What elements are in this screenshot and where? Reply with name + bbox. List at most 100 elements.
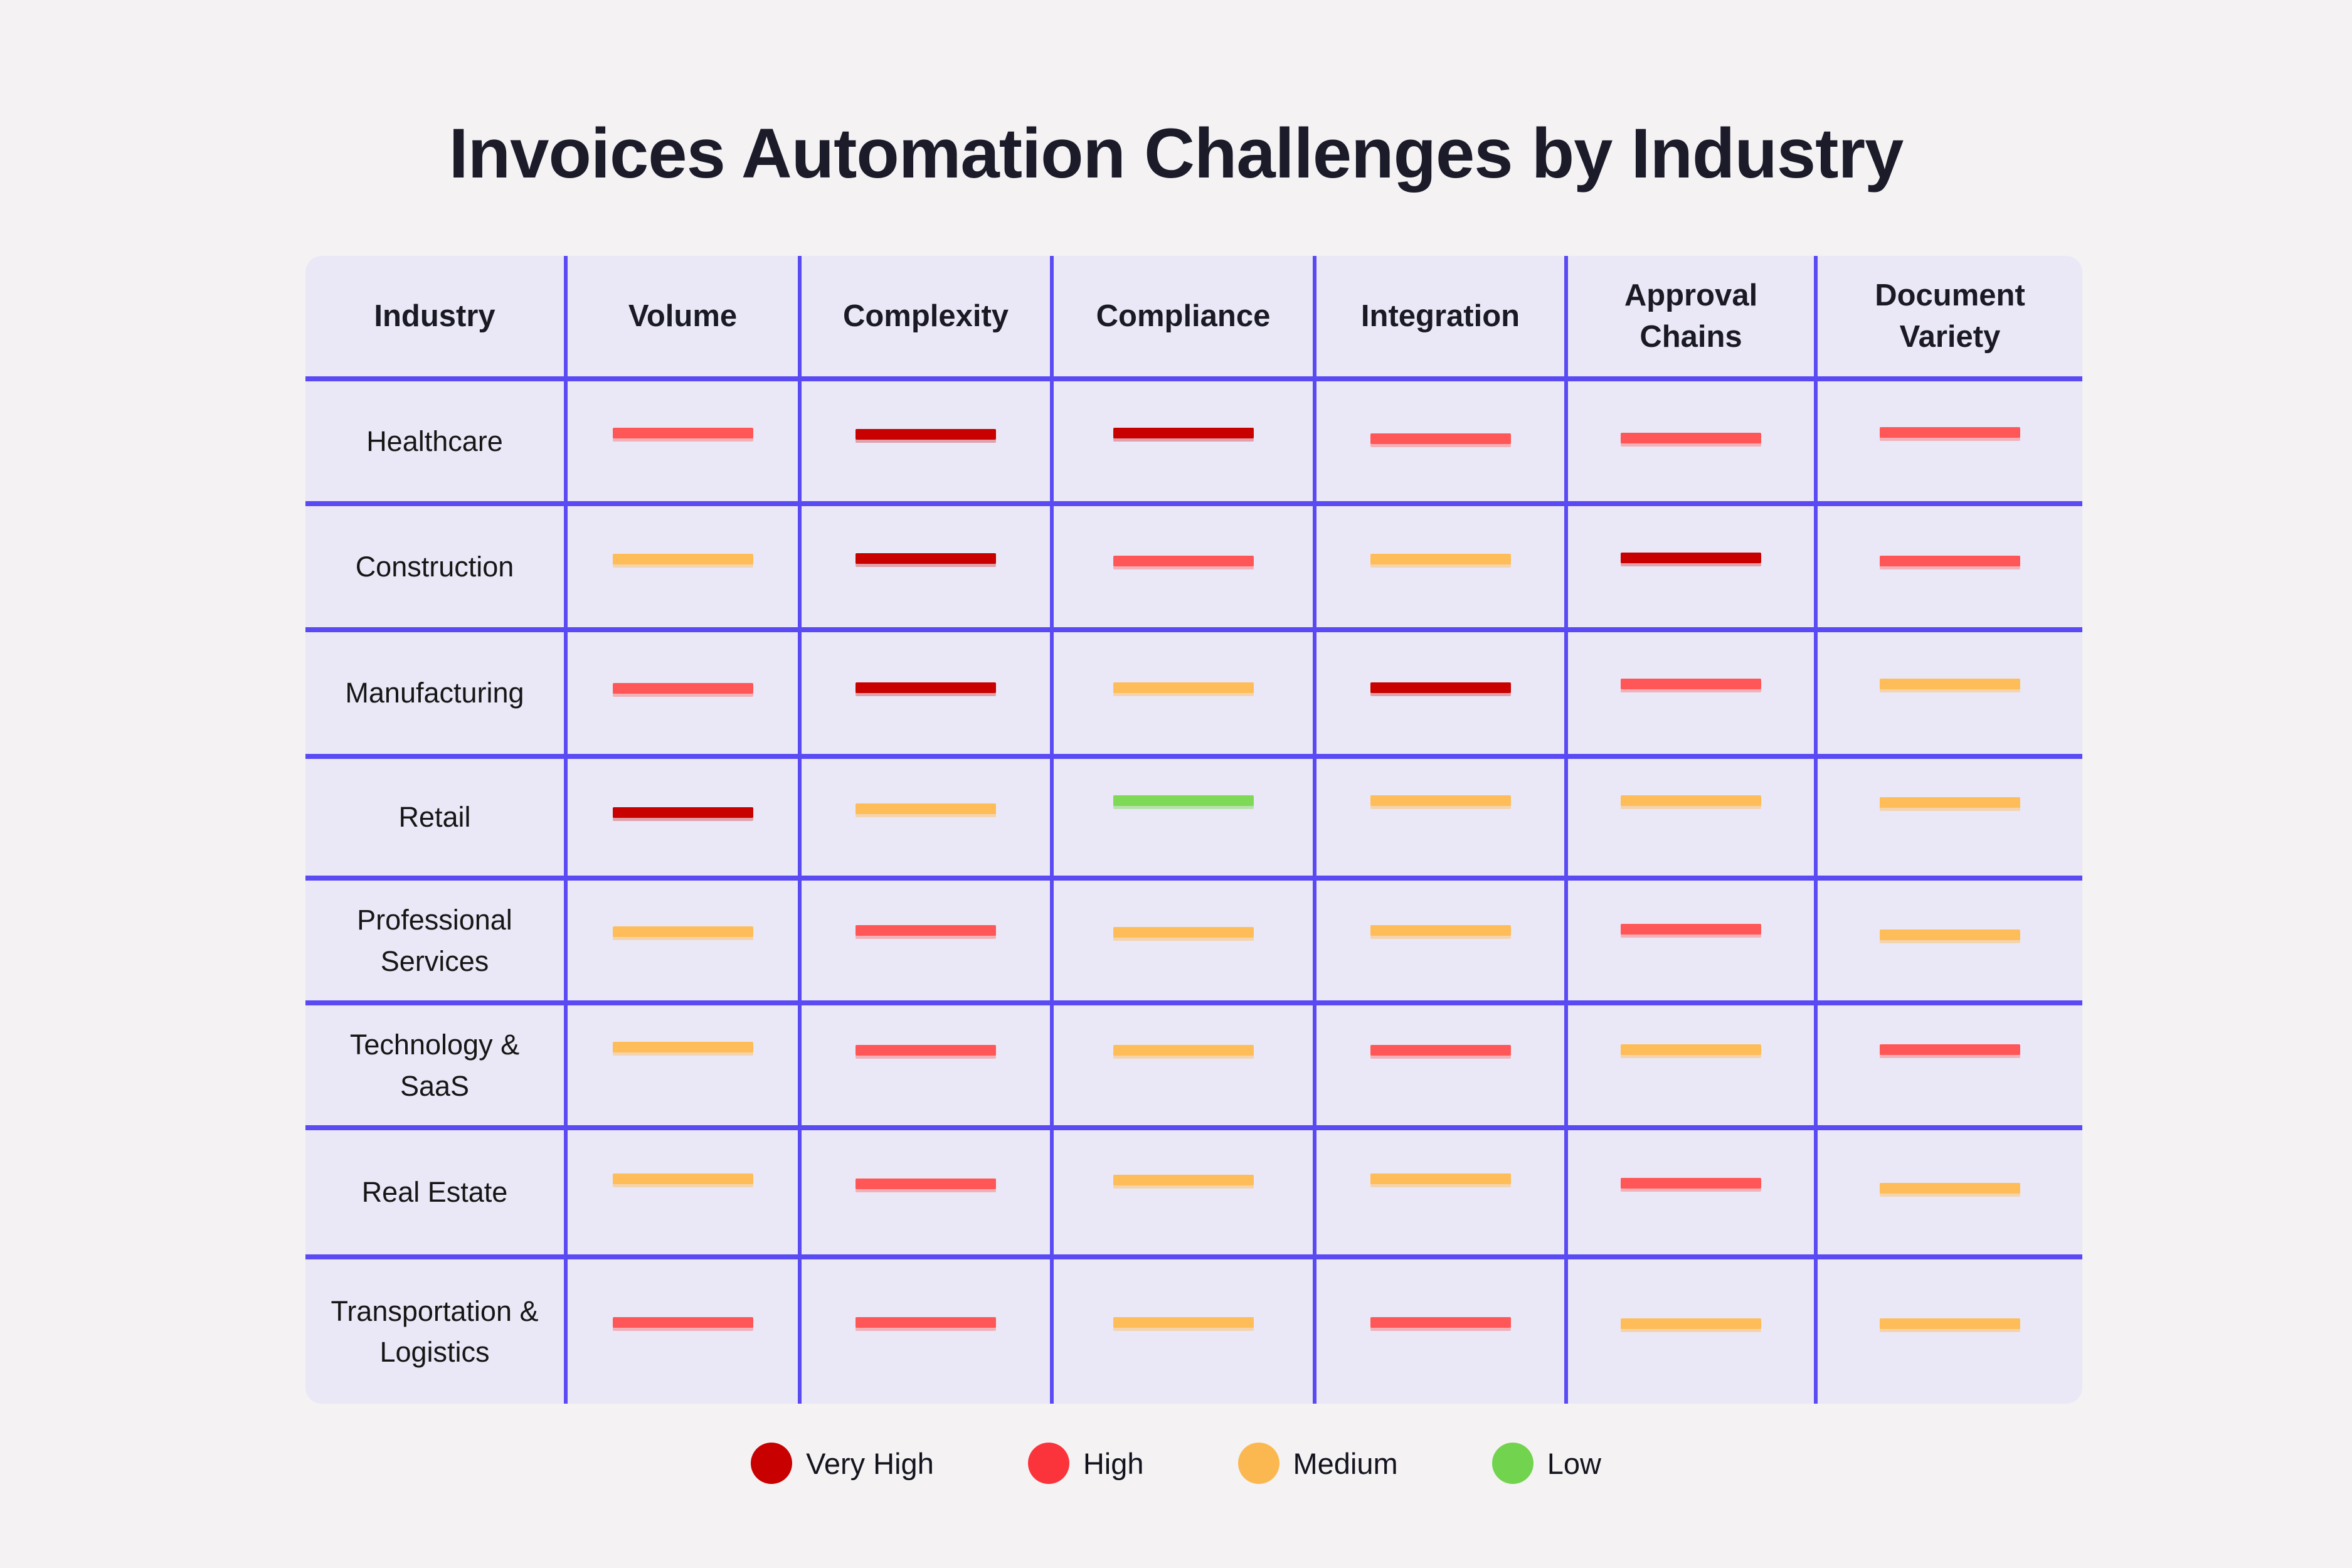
level-dash-very_high: [1113, 428, 1254, 438]
level-cell: [568, 1130, 802, 1259]
legend-label: Very High: [806, 1446, 934, 1480]
level-dash-medium: [1370, 925, 1511, 936]
industry-label-text: Transportation & Logistics: [331, 1295, 539, 1368]
industry-label: Construction: [305, 506, 568, 632]
level-dash-high: [1621, 924, 1761, 935]
legend-dot-icon: [1237, 1443, 1279, 1484]
column-header-compliance: Compliance: [1054, 256, 1316, 381]
level-cell: [1316, 1005, 1568, 1130]
level-cell: [802, 1005, 1054, 1130]
level-dash-high: [1880, 427, 2020, 438]
level-cell: [568, 881, 802, 1005]
level-cell: [1316, 1130, 1568, 1259]
column-header-label: Document Variety: [1875, 278, 2025, 354]
level-cell: [1568, 381, 1818, 506]
column-header-volume: Volume: [568, 256, 802, 381]
industry-label: Real Estate: [305, 1130, 568, 1259]
level-dash-medium: [1113, 1316, 1254, 1328]
legend-item: Low: [1491, 1443, 1601, 1484]
level-cell: [1054, 759, 1316, 881]
legend-item: Medium: [1237, 1443, 1398, 1484]
level-dash-very_high: [856, 553, 996, 564]
column-header-label: Approval Chains: [1624, 278, 1758, 354]
level-cell: [1818, 1005, 2082, 1130]
level-cell: [568, 506, 802, 632]
level-cell: [802, 381, 1054, 506]
column-header-label: Industry: [374, 299, 495, 333]
industry-label-text: Construction: [355, 550, 514, 583]
level-dash-medium: [1370, 554, 1511, 564]
column-header-label: Integration: [1360, 299, 1520, 333]
industry-label-text: Technology & SaaS: [349, 1029, 520, 1102]
challenges-table: Industry Volume Complexity Compliance Integr…: [305, 256, 2082, 1404]
level-dash-medium: [612, 554, 753, 564]
level-dash-medium: [1113, 1174, 1254, 1185]
industry-label: Manufacturing: [305, 632, 568, 759]
level-cell: [1054, 506, 1316, 632]
level-dash-high: [1621, 433, 1761, 443]
level-dash-medium: [612, 1173, 753, 1184]
legend-item: High: [1027, 1443, 1144, 1484]
level-cell: [1054, 1130, 1316, 1259]
level-cell: [568, 1259, 802, 1404]
column-header-label: Complexity: [842, 299, 1009, 333]
level-cell: [1054, 1005, 1316, 1130]
level-dash-medium: [1113, 1045, 1254, 1056]
column-header-industry: Industry: [305, 256, 568, 381]
level-dash-very_high: [856, 429, 996, 440]
level-dash-low: [1113, 795, 1254, 806]
level-cell: [1316, 759, 1568, 881]
level-dash-medium: [1880, 797, 2020, 808]
level-cell: [1568, 506, 1818, 632]
level-cell: [1818, 632, 2082, 759]
level-dash-high: [856, 925, 996, 936]
level-cell: [1316, 632, 1568, 759]
level-dash-high: [856, 1316, 996, 1328]
page-title: Invoices Automation Challenges by Indust…: [448, 114, 1904, 193]
legend-label: Low: [1547, 1446, 1601, 1480]
level-dash-high: [1621, 678, 1761, 689]
level-cell: [1818, 1130, 2082, 1259]
legend-dot-icon: [1491, 1443, 1534, 1484]
level-dash-high: [856, 1045, 996, 1056]
legend-label: High: [1083, 1446, 1144, 1480]
level-dash-high: [1880, 556, 2020, 566]
level-cell: [1054, 881, 1316, 1005]
level-cell: [802, 506, 1054, 632]
legend-label: Medium: [1293, 1446, 1398, 1480]
level-dash-medium: [1621, 1318, 1761, 1329]
level-dash-very_high: [856, 682, 996, 693]
level-cell: [802, 759, 1054, 881]
level-dash-medium: [1880, 1182, 2020, 1194]
legend-dot-icon: [751, 1443, 793, 1484]
level-dash-medium: [1113, 682, 1254, 693]
level-dash-very_high: [612, 807, 753, 818]
level-cell: [802, 881, 1054, 1005]
legend-dot-icon: [1027, 1443, 1069, 1484]
industry-label: Transportation & Logistics: [305, 1259, 568, 1404]
level-dash-high: [612, 682, 753, 694]
level-cell: [1316, 881, 1568, 1005]
level-dash-high: [612, 1316, 753, 1328]
level-cell: [1818, 1259, 2082, 1404]
level-cell: [1818, 759, 2082, 881]
column-header-integration: Integration: [1316, 256, 1568, 381]
level-cell: [1316, 381, 1568, 506]
level-dash-high: [856, 1178, 996, 1189]
level-dash-high: [1880, 1044, 2020, 1055]
industry-label: Healthcare: [305, 381, 568, 506]
industry-label: Retail: [305, 759, 568, 881]
level-cell: [1054, 1259, 1316, 1404]
level-dash-high: [612, 428, 753, 438]
level-cell: [568, 381, 802, 506]
level-dash-medium: [1880, 1318, 2020, 1329]
level-cell: [802, 1259, 1054, 1404]
level-dash-high: [1370, 433, 1511, 444]
level-dash-high: [1370, 1045, 1511, 1056]
level-cell: [1316, 1259, 1568, 1404]
level-dash-medium: [1370, 795, 1511, 806]
level-cell: [1818, 506, 2082, 632]
level-dash-medium: [1880, 930, 2020, 940]
level-cell: [1568, 881, 1818, 1005]
level-dash-medium: [856, 803, 996, 814]
